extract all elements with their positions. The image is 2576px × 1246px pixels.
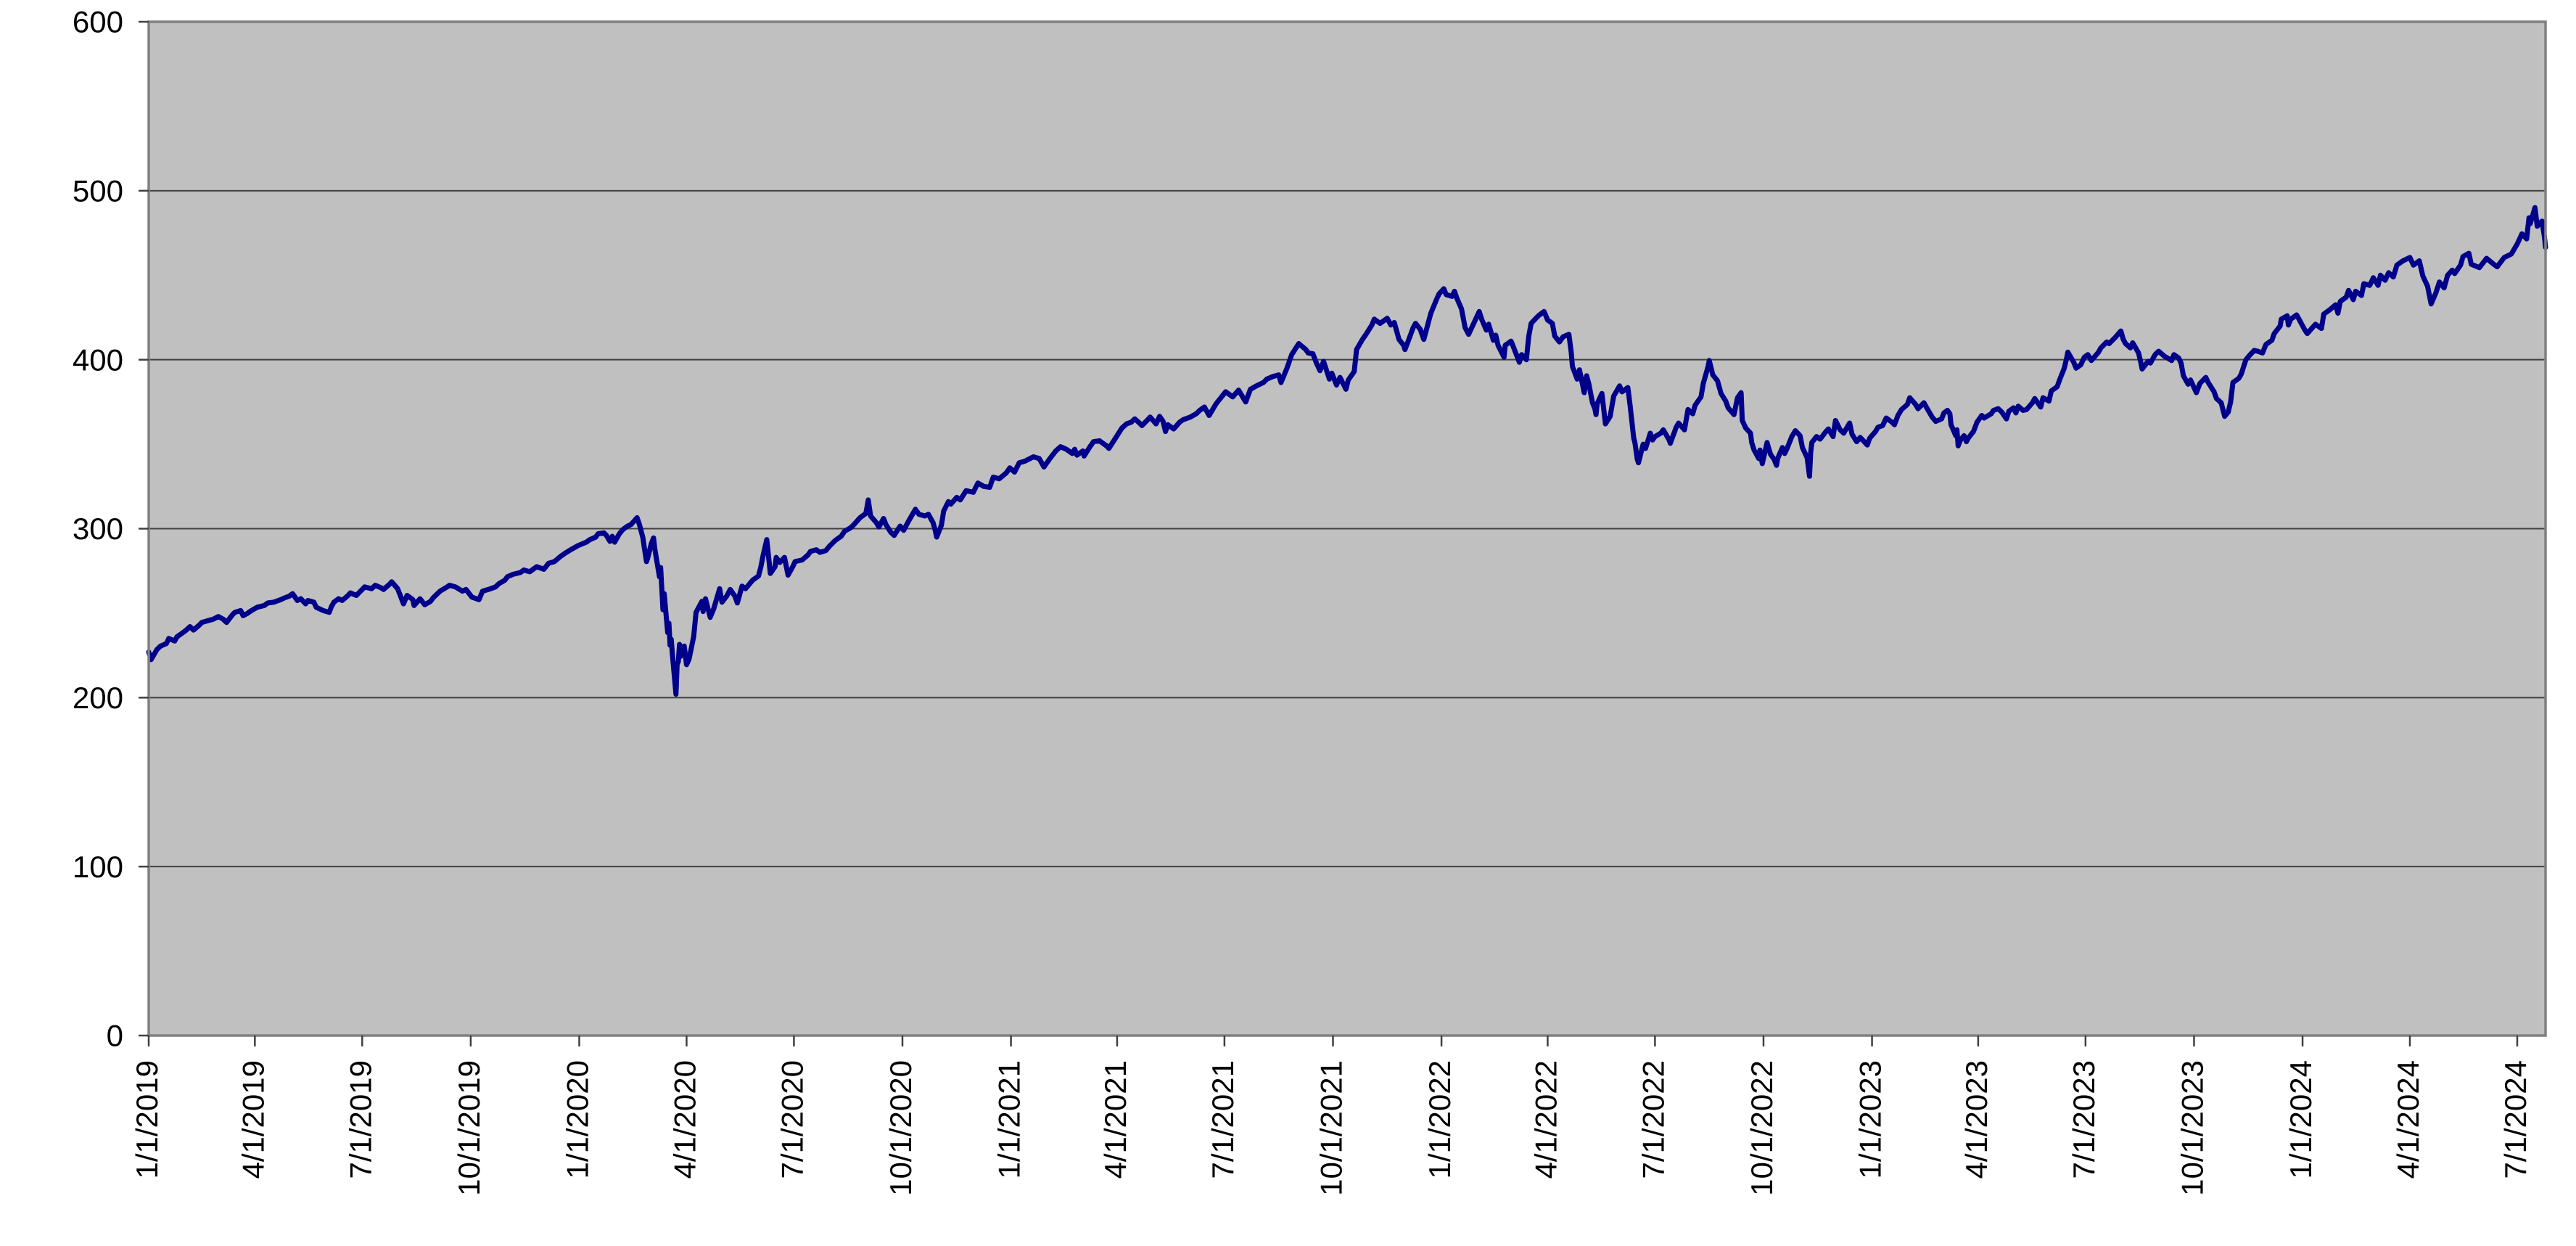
x-axis-label: 10/1/2022 xyxy=(1745,1060,1779,1196)
x-axis-label: 4/1/2019 xyxy=(236,1060,270,1179)
y-axis-label: 600 xyxy=(73,5,123,39)
y-axis-ticks xyxy=(139,20,149,1037)
y-axis-label: 100 xyxy=(73,850,123,884)
x-axis-label: 1/1/2024 xyxy=(2284,1060,2318,1179)
x-axis-label: 1/1/2019 xyxy=(130,1060,164,1179)
y-axis-label: 300 xyxy=(73,512,123,546)
y-axis-label: 500 xyxy=(73,174,123,208)
x-axis-ticks xyxy=(147,1036,2519,1046)
x-axis-label: 4/1/2023 xyxy=(1959,1060,1993,1179)
x-axis-labels: 1/1/2019 4/1/2019 7/1/2019 10/1/2019 1/1/202… xyxy=(130,1060,2532,1196)
x-axis-label: 1/1/2022 xyxy=(1423,1060,1457,1179)
x-axis-label: 1/1/2020 xyxy=(560,1060,594,1179)
x-axis-label: 7/1/2023 xyxy=(2067,1060,2101,1179)
x-axis-label: 4/1/2022 xyxy=(1528,1060,1563,1179)
x-axis-label: 1/1/2021 xyxy=(992,1060,1026,1179)
x-axis-label: 10/1/2021 xyxy=(1314,1060,1348,1196)
x-axis-label: 7/1/2019 xyxy=(343,1060,377,1179)
series-line xyxy=(146,205,2548,697)
x-axis-label: 10/1/2019 xyxy=(452,1060,486,1196)
x-axis-label: 4/1/2024 xyxy=(2391,1060,2425,1179)
x-axis-label: 7/1/2024 xyxy=(2498,1060,2532,1179)
y-axis-label: 0 xyxy=(107,1019,123,1053)
y-axis-label: 400 xyxy=(73,343,123,377)
x-axis-label: 10/1/2023 xyxy=(2175,1060,2209,1196)
x-axis-label: 7/1/2022 xyxy=(1636,1060,1670,1179)
x-axis-label: 7/1/2020 xyxy=(775,1060,809,1179)
x-axis-label: 4/1/2021 xyxy=(1098,1060,1132,1179)
gridlines xyxy=(149,189,2546,868)
y-axis-label: 200 xyxy=(73,681,123,715)
price-line xyxy=(146,205,2548,697)
x-axis-label: 4/1/2020 xyxy=(667,1060,701,1179)
x-axis-label: 1/1/2023 xyxy=(1853,1060,1888,1179)
y-axis-labels: 0 100 200 300 400 500 600 xyxy=(73,5,123,1053)
x-axis-label: 7/1/2021 xyxy=(1206,1060,1240,1179)
x-axis-label: 10/1/2020 xyxy=(884,1060,918,1196)
